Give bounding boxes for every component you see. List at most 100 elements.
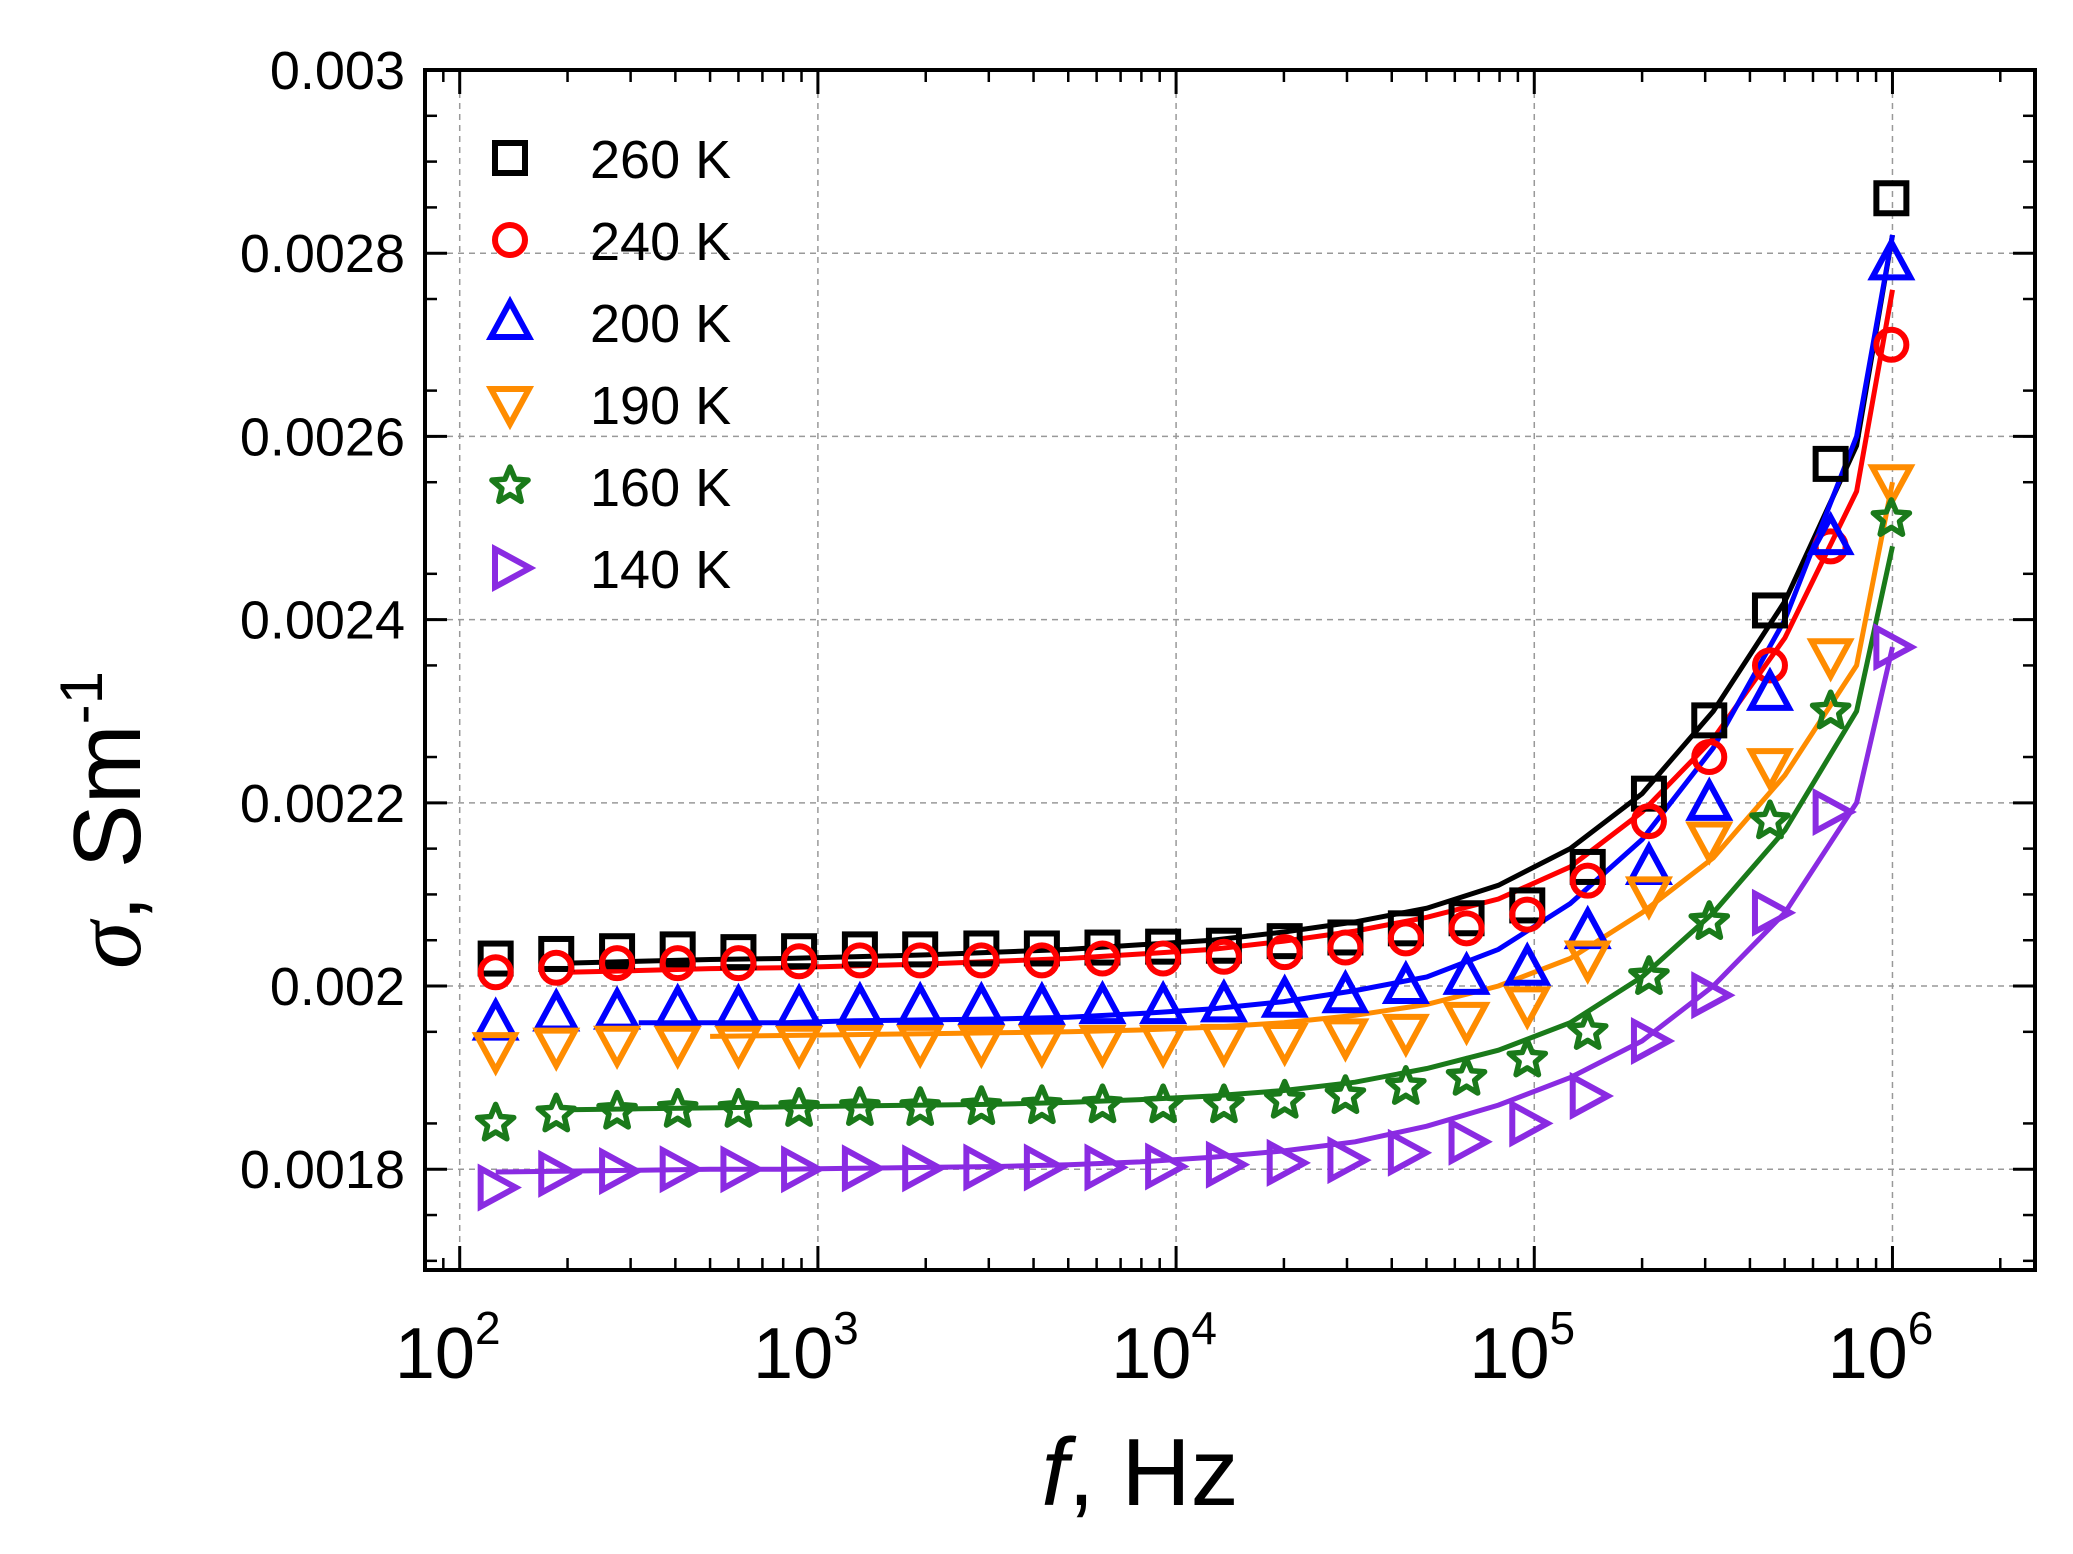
legend-label: 190 K [590,376,731,436]
y-tick-label: 0.0024 [240,591,405,651]
x-tick-exponent: 4 [1191,1302,1217,1354]
fit-curve-190k [710,481,1895,1039]
data-point [1688,900,1731,941]
data-point [717,1087,760,1128]
data-point [477,1163,522,1212]
data-point [1321,968,1370,1014]
data-point [1387,1128,1433,1177]
data-point [1017,980,1066,1026]
data-point [1442,950,1491,995]
data-point [775,982,824,1027]
data-point [1023,1143,1069,1192]
legend-marker [492,140,528,176]
data-point [781,943,818,980]
data-point [963,1143,1008,1192]
data-point [1199,978,1248,1023]
data-point [1628,955,1670,995]
data-point [1021,1084,1063,1125]
data-point [841,942,878,979]
data-point [781,1145,826,1194]
x-tick-label: 106 [1828,1302,1934,1394]
data-markers [471,180,1918,1212]
data-point [1751,592,1788,629]
data-point [1205,938,1242,975]
data-point [1691,702,1728,739]
data-point [1084,940,1121,977]
data-point [1566,1010,1609,1050]
x-tick-base: 10 [395,1314,475,1394]
y-tick-label: 0.0026 [240,407,405,467]
data-point [957,980,1006,1026]
data-point [1078,1024,1127,1070]
data-point [1445,1055,1488,1096]
data-point [1867,464,1916,509]
data-point [1139,1024,1188,1070]
data-point [1503,986,1552,1031]
data-point [1145,1142,1190,1191]
y-axis-symbol: σ [54,918,161,969]
x-tick-base: 10 [753,1314,833,1394]
legend: 260 K 240 K 200 K 190 K 160 K 140 K [485,130,731,600]
data-point [1442,1001,1491,1047]
data-point [835,1024,884,1070]
data-point [963,942,1000,979]
data-point [1685,821,1734,866]
data-point [1327,919,1364,956]
x-tick-label: 103 [753,1302,859,1394]
data-point [720,1145,765,1194]
axis-ticks [423,68,2035,1270]
data-point [1867,236,1916,281]
legend-label: 200 K [590,294,731,354]
plot-frame [423,68,2037,1272]
data-point [1266,934,1303,971]
y-tick-label: 0.003 [270,41,405,101]
x-tick-label: 104 [1111,1302,1217,1394]
y-axis-unit: , Sm [54,724,161,921]
data-point [1084,1143,1129,1192]
x-axis-title: f, Hz [1041,1419,1238,1526]
data-point [1751,647,1788,684]
data-point [896,1024,945,1070]
data-point [1081,1083,1124,1124]
data-point [720,934,757,971]
x-tick-base: 10 [1111,1314,1191,1394]
legend-label: 140 K [590,540,731,600]
data-point [1448,1117,1493,1166]
legend-label: 260 K [590,130,731,190]
data-point [1266,1138,1311,1187]
data-point [960,1085,1003,1126]
data-point [1873,180,1910,217]
data-point [659,945,696,982]
data-point [1745,748,1795,793]
data-point [1387,910,1424,947]
legend-marker [489,464,531,505]
data-point [538,1149,583,1198]
data-point [1385,1065,1427,1105]
data-point [653,1025,702,1071]
fit-curve-260k [567,234,1895,966]
legend-label: 240 K [590,212,731,272]
data-point [1691,739,1728,776]
data-point [1139,979,1188,1025]
data-point [653,982,702,1027]
y-tick-labels: 0.0018 0.002 0.0022 0.0024 0.0026 0.0028 0.003 [240,41,405,1200]
data-point [1870,497,1913,537]
data-point [902,931,939,968]
data-point [1745,666,1795,711]
data-point [599,945,636,982]
legend-marker [492,222,528,258]
data-point [1873,623,1918,672]
y-tick-label: 0.0022 [240,774,405,834]
data-point [1749,799,1791,840]
data-point [1205,927,1242,964]
data-point [1381,959,1430,1005]
data-point [1327,929,1364,966]
data-point [1624,876,1673,921]
fit-curve-140k [495,646,1895,1175]
data-point [1569,862,1606,899]
x-axis-unit: , Hz [1068,1419,1239,1526]
data-point [1078,979,1127,1025]
data-point [532,1027,581,1072]
series-160k [474,497,1913,1142]
